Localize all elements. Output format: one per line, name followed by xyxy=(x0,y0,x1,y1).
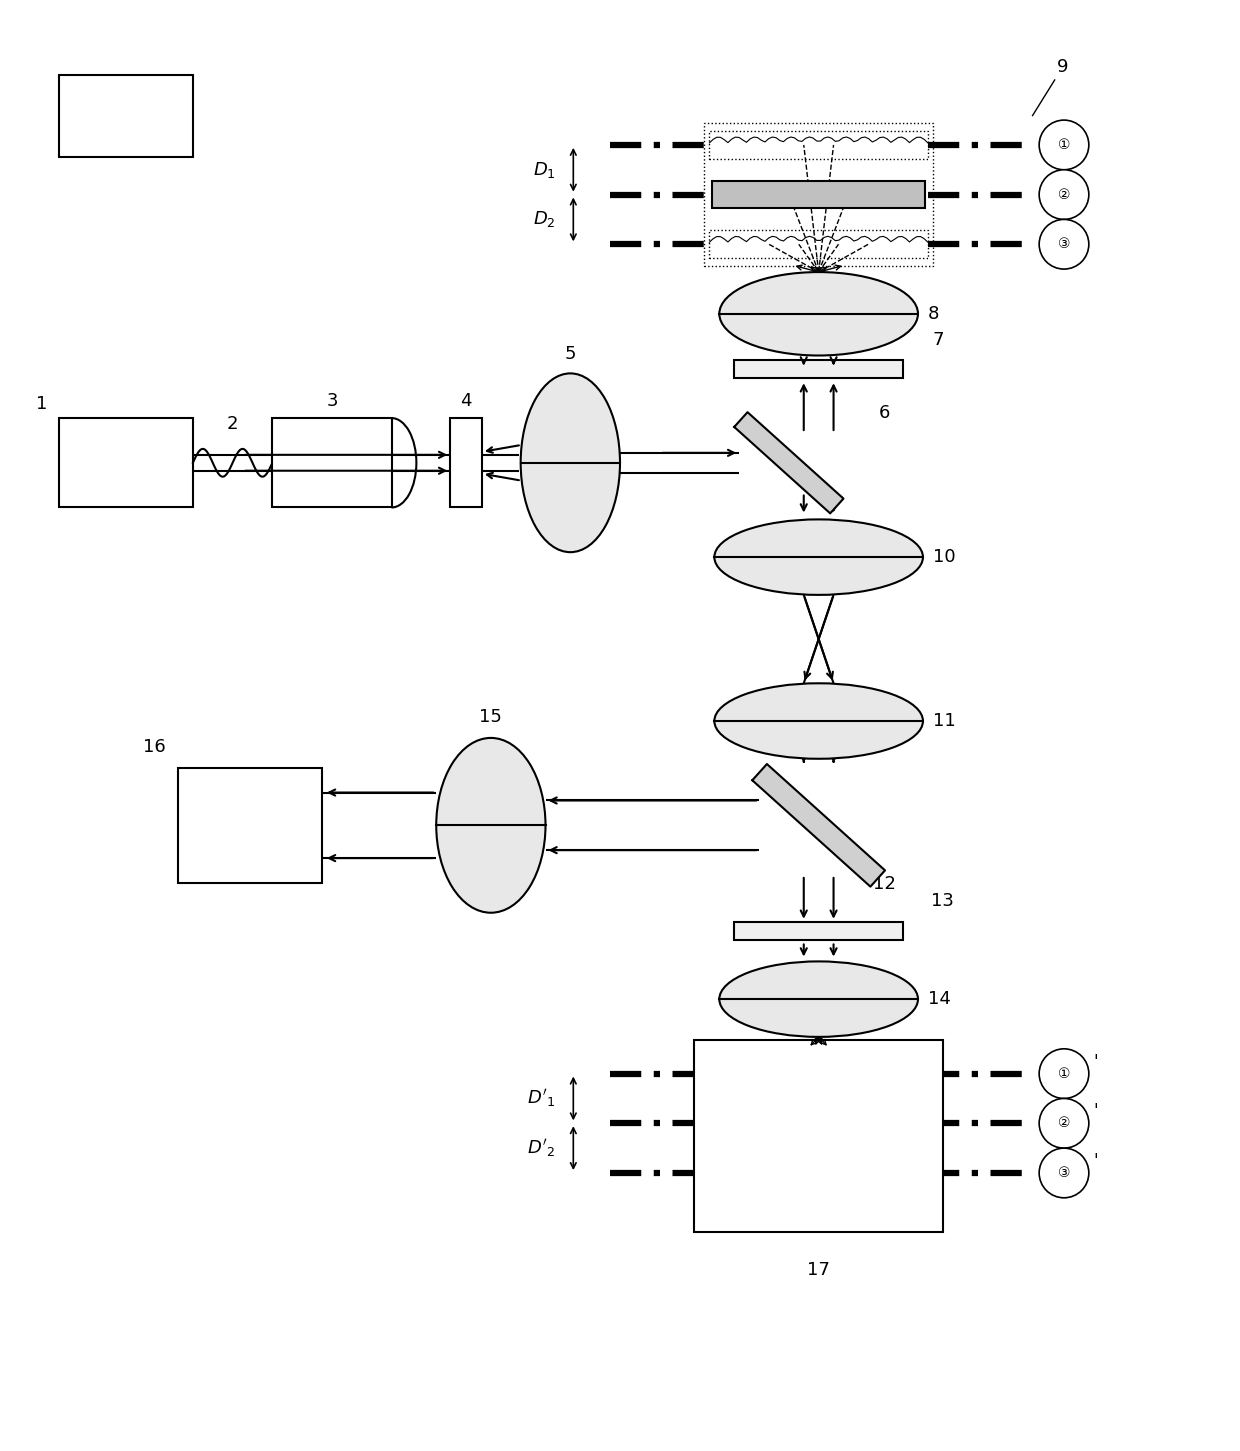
Circle shape xyxy=(1039,170,1089,219)
Text: ②: ② xyxy=(1058,187,1070,202)
Polygon shape xyxy=(753,765,885,887)
Bar xyxy=(734,360,903,379)
Ellipse shape xyxy=(714,519,923,595)
Text: 15: 15 xyxy=(480,708,502,726)
Text: ①: ① xyxy=(1058,1066,1070,1081)
Bar xyxy=(58,75,193,157)
Bar xyxy=(712,181,925,209)
Bar xyxy=(58,418,193,508)
Text: 6: 6 xyxy=(878,405,889,422)
Text: ': ' xyxy=(1094,1152,1099,1170)
Text: 7: 7 xyxy=(932,331,945,348)
Ellipse shape xyxy=(521,373,620,553)
Circle shape xyxy=(1039,1049,1089,1098)
Bar xyxy=(450,418,482,508)
Text: $D'_2$: $D'_2$ xyxy=(527,1138,556,1159)
Bar xyxy=(709,131,928,158)
Text: $D_2$: $D_2$ xyxy=(533,209,556,229)
Text: 5: 5 xyxy=(564,345,577,363)
Bar xyxy=(273,418,392,508)
Ellipse shape xyxy=(436,739,546,913)
Circle shape xyxy=(1039,1098,1089,1148)
Circle shape xyxy=(1039,1148,1089,1199)
Text: 16: 16 xyxy=(144,737,166,756)
Bar xyxy=(704,123,932,266)
Ellipse shape xyxy=(714,683,923,759)
Text: 11: 11 xyxy=(932,712,956,730)
Text: ①: ① xyxy=(1058,138,1070,152)
Text: ③: ③ xyxy=(1058,1167,1070,1180)
Bar xyxy=(694,1040,942,1232)
Text: 13: 13 xyxy=(931,892,954,910)
Text: 1: 1 xyxy=(36,395,47,414)
Bar xyxy=(179,768,322,884)
Text: 8: 8 xyxy=(928,305,939,322)
Text: ': ' xyxy=(1094,1053,1099,1071)
Text: ': ' xyxy=(1094,1103,1099,1120)
Text: 14: 14 xyxy=(928,990,951,1008)
Text: $D_1$: $D_1$ xyxy=(533,160,556,180)
Text: $D'_1$: $D'_1$ xyxy=(527,1087,556,1110)
Bar xyxy=(734,921,903,940)
Text: ③: ③ xyxy=(1058,238,1070,251)
Text: 2: 2 xyxy=(227,415,238,432)
Text: 10: 10 xyxy=(932,548,956,566)
Ellipse shape xyxy=(719,962,918,1037)
Text: ②: ② xyxy=(1058,1116,1070,1130)
Text: 9: 9 xyxy=(1056,58,1069,77)
Text: 3: 3 xyxy=(326,392,337,411)
Text: 4: 4 xyxy=(460,392,471,411)
Circle shape xyxy=(1039,120,1089,170)
Text: 12: 12 xyxy=(873,875,897,892)
Text: 17: 17 xyxy=(807,1261,830,1280)
Bar xyxy=(709,231,928,258)
Polygon shape xyxy=(734,412,843,514)
Circle shape xyxy=(1039,219,1089,268)
Ellipse shape xyxy=(719,273,918,355)
